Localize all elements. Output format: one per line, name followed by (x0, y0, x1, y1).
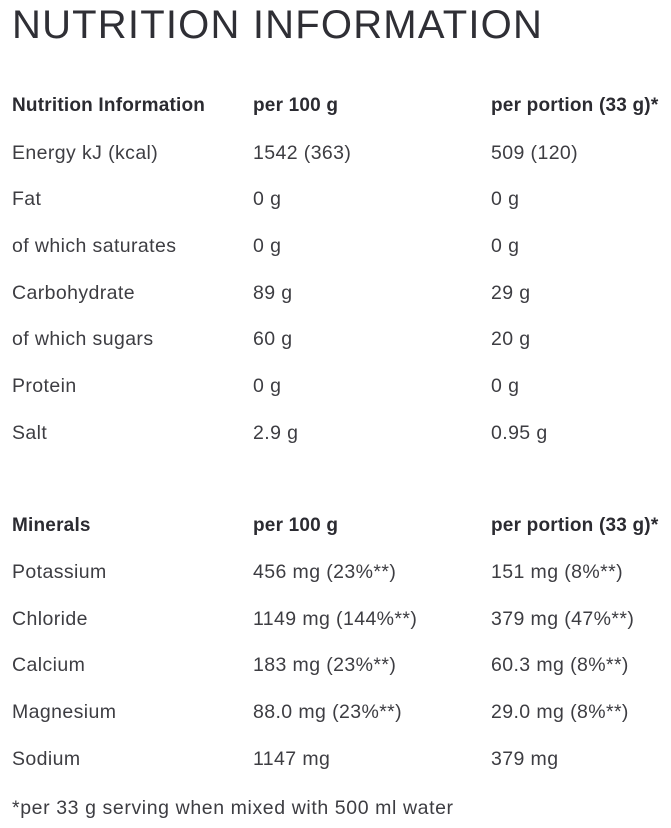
per-100g-value: 1147 mg (253, 747, 331, 770)
per-portion-value: 379 mg (491, 747, 559, 770)
row-label: of which sugars (12, 328, 154, 351)
per-portion-value: 0 g (491, 374, 520, 397)
minerals-table: Minerals per 100 g per portion (33 g)* P… (12, 503, 669, 783)
row-label: Chloride (12, 607, 88, 630)
per-portion-value: 0 g (491, 234, 520, 257)
per-portion-value: 60.3 mg (8%**) (491, 654, 629, 677)
minerals-table-header-per-portion: per portion (33 g)* (491, 514, 659, 536)
footnote: *per 33 g serving when mixed with 500 ml… (12, 796, 454, 819)
row-label: Energy kJ (kcal) (12, 141, 159, 164)
per-100g-value: 60 g (253, 328, 293, 351)
per-portion-value: 29 g (491, 281, 531, 304)
per-portion-value: 29.0 mg (8%**) (491, 701, 629, 724)
per-100g-value: 2.9 g (253, 421, 299, 444)
nutrition-table-header-label: Nutrition Information (12, 95, 206, 117)
per-portion-value: 151 mg (8%**) (491, 561, 624, 584)
per-portion-value: 0 g (491, 188, 520, 211)
row-label: Sodium (12, 747, 81, 770)
row-label: Calcium (12, 654, 86, 677)
row-label: of which saturates (12, 234, 177, 257)
row-label: Magnesium (12, 701, 117, 724)
nutrition-table: Nutrition Information per 100 g per port… (12, 83, 669, 457)
per-100g-value: 1149 mg (144%**) (253, 607, 418, 630)
per-100g-value: 89 g (253, 281, 293, 304)
minerals-table-header-per-100g: per 100 g (253, 514, 339, 536)
nutrition-table-header-per-portion: per portion (33 g)* (491, 95, 659, 117)
per-portion-value: 379 mg (47%**) (491, 607, 635, 630)
per-100g-value: 183 mg (23%**) (253, 654, 397, 677)
nutrition-table-header-per-100g: per 100 g (253, 95, 339, 117)
row-label: Fat (12, 188, 42, 211)
page-title: NUTRITION INFORMATION (12, 3, 544, 47)
per-100g-value: 0 g (253, 374, 282, 397)
row-label: Potassium (12, 561, 107, 584)
minerals-table-header-label: Minerals (12, 514, 91, 536)
per-100g-value: 88.0 mg (23%**) (253, 701, 403, 724)
row-label: Carbohydrate (12, 281, 135, 304)
per-portion-value: 0.95 g (491, 421, 548, 444)
per-100g-value: 0 g (253, 188, 282, 211)
per-100g-value: 1542 (363) (253, 141, 352, 164)
per-100g-value: 0 g (253, 234, 282, 257)
row-label: Protein (12, 374, 77, 397)
per-portion-value: 20 g (491, 328, 531, 351)
row-label: Salt (12, 421, 48, 444)
per-100g-value: 456 mg (23%**) (253, 561, 397, 584)
per-portion-value: 509 (120) (491, 141, 579, 164)
